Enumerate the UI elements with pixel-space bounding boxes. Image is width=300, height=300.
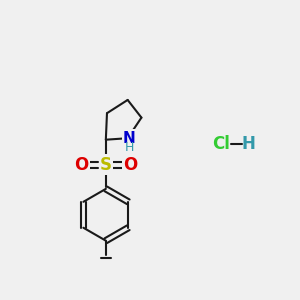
Text: H: H [242,135,256,153]
Text: Cl: Cl [212,135,230,153]
Text: O: O [123,156,137,174]
Text: S: S [100,156,112,174]
Text: O: O [75,156,89,174]
Text: H: H [124,141,134,154]
Text: N: N [123,131,136,146]
